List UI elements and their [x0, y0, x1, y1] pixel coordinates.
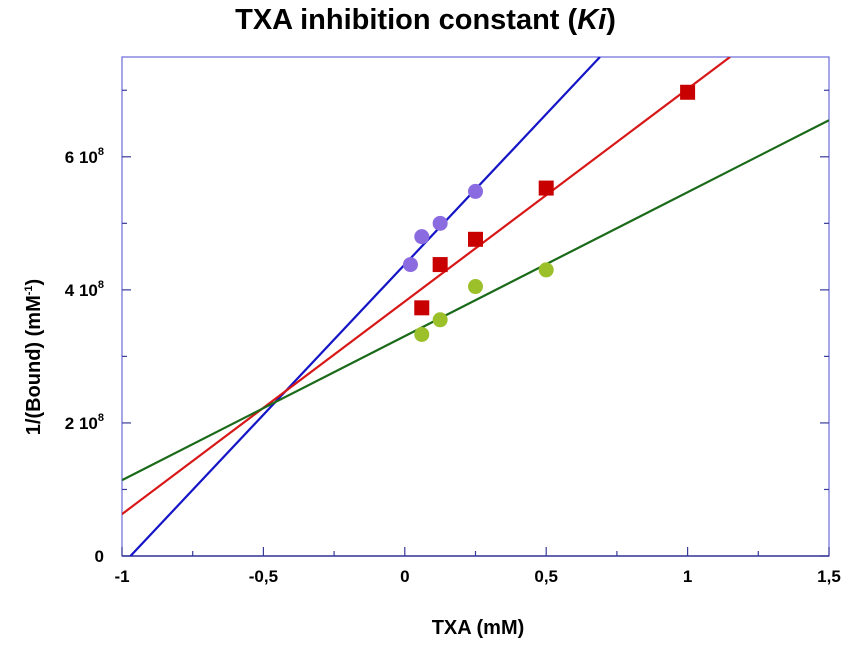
series-green-point — [432, 312, 448, 328]
series-red-point — [432, 257, 448, 273]
chart-title-italic: Ki — [577, 4, 607, 36]
y-axis-title: 1/(Bound) (mM-1) — [23, 279, 45, 435]
x-tick-label: 0,5 — [534, 567, 558, 586]
series-blue-point — [414, 229, 430, 245]
series-blue-point — [468, 183, 483, 199]
y-tick-label-exp: 8 — [98, 146, 104, 158]
series-red-point — [680, 84, 696, 100]
chart-title-text: TXA inhibition constant ( — [235, 4, 578, 36]
plot-frame — [121, 56, 830, 557]
series-red-fit-line — [122, 57, 731, 515]
y-tick-label: 0 — [95, 547, 104, 566]
x-tick-label: 0 — [400, 567, 409, 586]
x-tick-label: -1 — [114, 567, 129, 586]
data-points — [402, 84, 696, 342]
series-green-point — [538, 262, 554, 278]
series-blue-fit-line — [129, 57, 601, 556]
series-red-point — [414, 300, 430, 316]
chart-title-end: ) — [606, 4, 616, 36]
y-tick-label: 4 108 — [65, 279, 104, 300]
fit-lines — [122, 57, 829, 556]
y-axis-title-main: 1/(Bound) (mM — [23, 295, 45, 435]
series-blue-point — [432, 215, 448, 231]
x-tick-label: -0,5 — [249, 567, 278, 586]
y-tick-label: 6 108 — [65, 146, 104, 167]
y-axis-title-end: ) — [23, 279, 45, 286]
series-red-point — [468, 231, 483, 247]
y-tick-label-base: 2 10 — [65, 414, 98, 433]
plot-border — [121, 56, 830, 557]
y-tick-label-base: 0 — [95, 547, 104, 566]
x-tick-label: 1 — [683, 567, 692, 586]
series-green-point — [414, 326, 430, 342]
x-tick-labels: -1 -0,5 0 0,5 1 1,5 — [114, 567, 840, 586]
series-green-point — [468, 279, 483, 295]
y-tick-label-base: 4 10 — [65, 281, 98, 300]
y-tick-label: 2 108 — [65, 412, 104, 433]
x-tick-label: 1,5 — [817, 567, 841, 586]
y-tick-label-base: 6 10 — [65, 148, 98, 167]
series-blue-point — [402, 257, 418, 273]
chart-title: TXA inhibition constant (Ki) — [0, 4, 851, 37]
series-red-point — [538, 180, 554, 196]
y-tick-label-exp: 8 — [98, 279, 104, 291]
y-tick-label-exp: 8 — [98, 412, 104, 424]
series-green-fit-line — [122, 119, 829, 482]
x-axis-title: TXA (mM) — [432, 617, 525, 639]
y-axis-title-sup: -1 — [23, 285, 35, 295]
